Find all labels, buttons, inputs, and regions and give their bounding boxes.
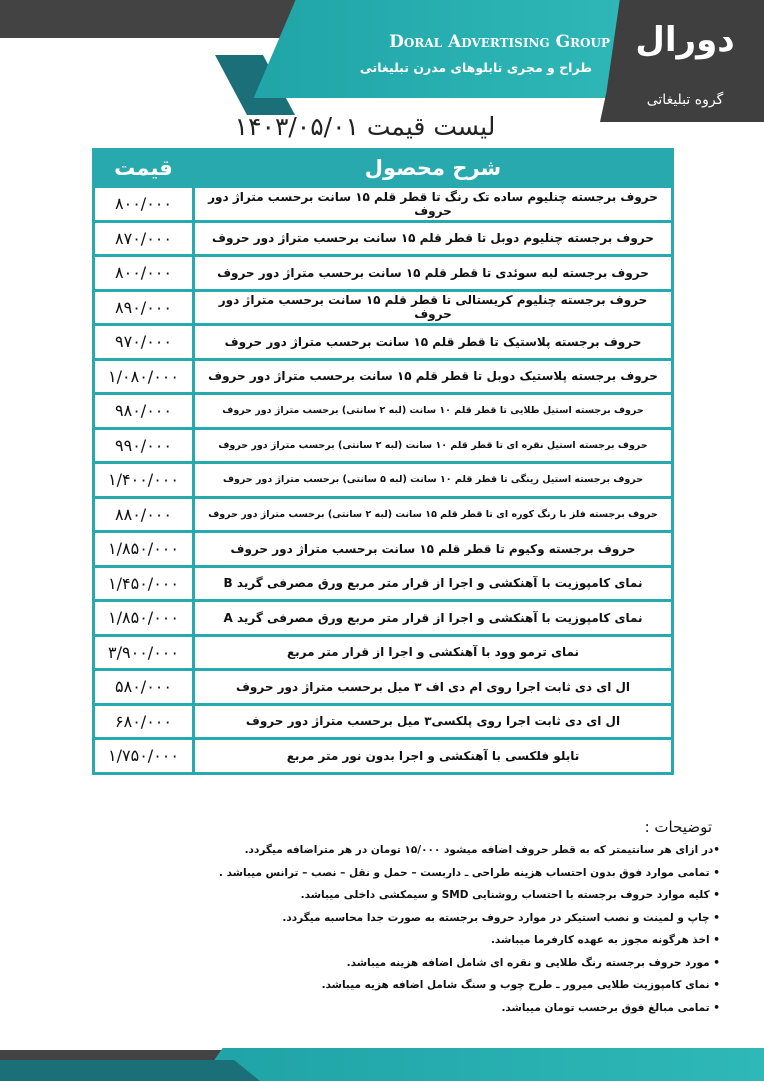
product-price: ۸۰۰/۰۰۰: [95, 257, 192, 289]
footer-teal-band: [200, 1048, 764, 1081]
note-item: • چاپ و لمینت و نصب استیکر در موارد حروف…: [282, 911, 720, 924]
header-teal-band: [253, 0, 640, 98]
note-item: • اخذ هرگونه مجوز به عهده کارفرما میباشد…: [490, 934, 720, 946]
note-item: • مورد حروف برجسته رنگ طلایی و نقره ای ش…: [346, 956, 720, 969]
product-price: ۶۸۰/۰۰۰: [95, 705, 192, 737]
table-row: تابلو فلکسی با آهنکشی و اجرا بدون نور مت…: [95, 740, 671, 772]
notes-section: توضیحات : •در ازای هر سانتیمتر که به قطر…: [200, 818, 720, 1024]
notes-title: توضیحات :: [644, 818, 712, 836]
product-price: ۱/۸۵۰/۰۰۰: [95, 602, 192, 634]
product-description: حروف برجسته استیل رینگی تا قطر قلم ۱۰ سا…: [195, 464, 671, 496]
product-description: حروف برجسته استیل نقره ای تا قطر قلم ۱۰ …: [195, 429, 671, 461]
product-description: حروف برجسته چنلیوم کریستالی تا قطر قلم ۱…: [195, 291, 671, 323]
header-price: قیمت: [95, 151, 192, 185]
table-row: حروف برجسته فلز با رنگ کوره ای تا قطر قل…: [95, 498, 671, 530]
table-row: نمای کامپوزیت با آهنکشی و اجرا از قرار م…: [95, 602, 671, 634]
table-row: نمای کامپوزیت با آهنکشی و اجرا از قرار م…: [95, 567, 671, 599]
table-row: حروف برجسته چنلیوم ساده تک رنگ تا قطر قل…: [95, 188, 671, 220]
note-item: • کلیه موارد حروف برجسته با احتساب روشنا…: [300, 889, 720, 901]
footer-accent-shape: [0, 1060, 260, 1081]
product-description: تابلو فلکسی با آهنکشی و اجرا بدون نور مت…: [195, 740, 671, 772]
product-price: ۹۹۰/۰۰۰: [95, 429, 192, 461]
note-item: •در ازای هر سانتیمتر که به قطر حروف اضاف…: [244, 844, 720, 856]
logo-subtext: گروه تبلیغاتی: [646, 92, 724, 108]
table-row: حروف برجسته پلاستیک تا قطر قلم ۱۵ سانت ب…: [95, 326, 671, 358]
product-price: ۱/۴۵۰/۰۰۰: [95, 567, 192, 599]
product-description: نمای کامپوزیت با آهنکشی و اجرا از قرار م…: [195, 567, 671, 599]
table-row: حروف برجسته استیل طلایی تا قطر قلم ۱۰ سا…: [95, 395, 671, 427]
table-row: حروف برجسته چنلیوم کریستالی تا قطر قلم ۱…: [95, 291, 671, 323]
product-description: حروف برجسته وکیوم تا قطر قلم ۱۵ سانت برح…: [195, 533, 671, 565]
brand-tagline: طراح و مجری تابلوهای مدرن تبلیغاتی: [359, 60, 592, 75]
table-row: حروف برجسته پلاستیک دوبل تا قطر قلم ۱۵ س…: [95, 360, 671, 392]
product-price: ۹۷۰/۰۰۰: [95, 326, 192, 358]
table-row: حروف برجسته وکیوم تا قطر قلم ۱۵ سانت برح…: [95, 533, 671, 565]
product-price: ۱/۷۵۰/۰۰۰: [95, 740, 192, 772]
logo: دورال: [635, 20, 735, 60]
product-price: ۳/۹۰۰/۰۰۰: [95, 636, 192, 668]
note-item: • نمای کامپوزیت طلایی میرور ـ طرح چوب و …: [321, 979, 720, 991]
product-price: ۸۷۰/۰۰۰: [95, 222, 192, 254]
table-row: حروف برجسته چنلیوم دوبل تا قطر قلم ۱۵ سا…: [95, 222, 671, 254]
product-description: حروف برجسته چنلیوم دوبل تا قطر قلم ۱۵ سا…: [195, 222, 671, 254]
product-price: ۱/۴۰۰/۰۰۰: [95, 464, 192, 496]
product-description: حروف برجسته استیل طلایی تا قطر قلم ۱۰ سا…: [195, 395, 671, 427]
table-row: ال ای دی ثابت اجرا روی پلکسی۳ میل برحسب …: [95, 705, 671, 737]
note-item: • تمامی موارد فوق بدون احتساب هزینه طراح…: [218, 866, 720, 879]
product-price: ۱/۰۸۰/۰۰۰: [95, 360, 192, 392]
product-price: ۸۰۰/۰۰۰: [95, 188, 192, 220]
table-row: حروف برجسته استیل نقره ای تا قطر قلم ۱۰ …: [95, 429, 671, 461]
brand-name: Doral Advertising Group: [389, 32, 610, 52]
product-description: حروف برجسته فلز با رنگ کوره ای تا قطر قل…: [195, 498, 671, 530]
product-price: ۱/۸۵۰/۰۰۰: [95, 533, 192, 565]
product-price: ۸۹۰/۰۰۰: [95, 291, 192, 323]
product-description: نمای ترمو وود با آهنکشی و اجرا از قرار م…: [195, 636, 671, 668]
table-row: حروف برجسته لبه سوئدی تا قطر قلم ۱۵ سانت…: [95, 257, 671, 289]
page-title: لیست قیمت ۱۴۰۳/۰۵/۰۱: [234, 112, 496, 141]
product-price: ۸۸۰/۰۰۰: [95, 498, 192, 530]
product-description: نمای کامپوزیت با آهنکشی و اجرا از قرار م…: [195, 602, 671, 634]
product-price: ۹۸۰/۰۰۰: [95, 395, 192, 427]
price-table: شرح محصول قیمت حروف برجسته چنلیوم ساده ت…: [92, 148, 674, 775]
product-description: ال ای دی ثابت اجرا روی ام دی اف ۳ میل بر…: [195, 671, 671, 703]
header-description: شرح محصول: [195, 151, 671, 185]
product-description: حروف برجسته پلاستیک تا قطر قلم ۱۵ سانت ب…: [195, 326, 671, 358]
product-description: ال ای دی ثابت اجرا روی پلکسی۳ میل برحسب …: [195, 705, 671, 737]
note-item: • تمامی مبالغ فوق برحسب تومان میباشد.: [501, 1001, 720, 1014]
table-row: نمای ترمو وود با آهنکشی و اجرا از قرار م…: [95, 636, 671, 668]
product-price: ۵۸۰/۰۰۰: [95, 671, 192, 703]
product-description: حروف برجسته پلاستیک دوبل تا قطر قلم ۱۵ س…: [195, 360, 671, 392]
product-description: حروف برجسته چنلیوم ساده تک رنگ تا قطر قل…: [195, 188, 671, 220]
table-row: حروف برجسته استیل رینگی تا قطر قلم ۱۰ سا…: [95, 464, 671, 496]
product-description: حروف برجسته لبه سوئدی تا قطر قلم ۱۵ سانت…: [195, 257, 671, 289]
logo-box: [600, 0, 764, 122]
table-row: ال ای دی ثابت اجرا روی ام دی اف ۳ میل بر…: [95, 671, 671, 703]
